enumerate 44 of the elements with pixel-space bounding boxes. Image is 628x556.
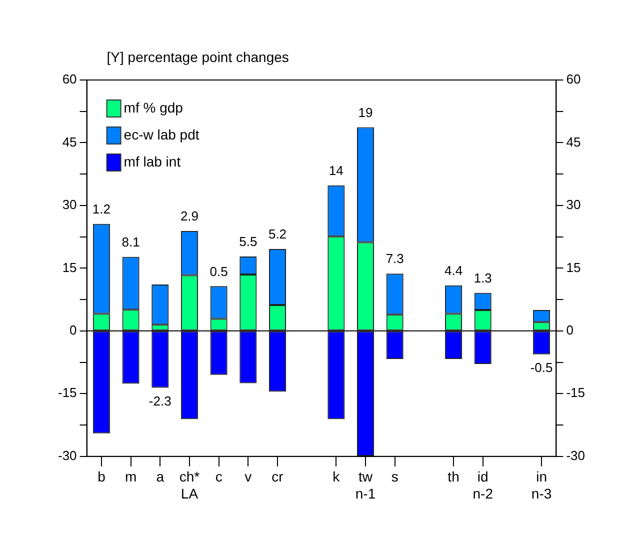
annotation: 5.5 [239,234,258,250]
x-tick-label: a [156,468,164,485]
y2-tick-label: -30 [566,448,586,463]
legend-label: ec-w lab pdt [124,126,200,142]
x-tick-label: k [332,468,341,485]
y-tick-label: -30 [58,448,77,463]
x-tick-label: c [215,468,222,485]
y-tick-label: 30 [62,197,77,212]
annotation: 19 [358,104,373,120]
annotation: 0.5 [210,264,228,279]
legend-label: mf % gdp [124,99,184,116]
y2-tick-label: 0 [566,322,574,338]
x-tick-label: tw n-1 [355,468,376,502]
annotation: 1.2 [92,201,110,216]
y2-tick-label: 30 [566,197,581,212]
annotation: -0.5 [530,360,553,375]
annotation: 5.2 [268,226,287,242]
x-tick-label: in n-3 [531,468,552,502]
x-tick-label: ch* LA [179,468,200,502]
annotation: 1.3 [474,270,492,286]
legend-label: mf lab int [124,153,181,170]
y2-tick-label: 45 [566,134,581,150]
y-tick-label: 0 [70,322,77,338]
annotation: 14 [328,162,344,178]
x-tick-label: id n-2 [472,468,494,502]
y-tick-label: 60 [62,72,77,87]
y-tick-label: 15 [62,260,77,275]
x-tick-label: s [391,468,398,485]
y2-tick-label: 15 [566,260,581,275]
y2-tick-label: 60 [566,72,581,87]
x-tick-label: th [448,468,460,485]
annotation: 7.3 [386,251,404,266]
y2-tick-label: -15 [566,385,586,400]
y-tick-label: 45 [62,134,77,150]
annotation: 2.9 [180,208,199,224]
x-tick-label: v [244,468,252,485]
annotation: 4.4 [444,262,463,278]
annotation: 8.1 [122,234,140,250]
x-tick-label: m [124,468,137,485]
chart-title: [Y] percentage point changes [106,49,289,65]
y-tick-label: -15 [58,385,77,400]
x-tick-label: b [98,468,106,485]
annotation: -2.3 [148,393,172,408]
x-tick-label: cr [272,468,284,485]
